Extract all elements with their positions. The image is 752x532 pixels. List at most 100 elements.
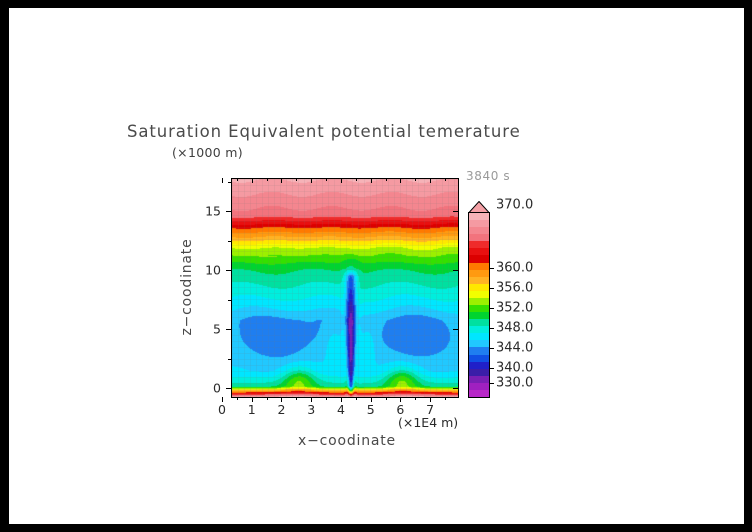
colorbar-tick: [490, 308, 494, 309]
x-axis-units: (×1E4 m): [398, 415, 459, 430]
y-axis-tick-right: [453, 329, 458, 331]
x-axis-tick: [430, 397, 432, 402]
x-axis-minor-tick-top: [296, 178, 298, 181]
colorbar-segment: [469, 382, 489, 391]
y-axis-tick: [226, 211, 231, 213]
y-axis-tick: [226, 388, 231, 389]
colorbar-segment: [469, 220, 489, 228]
colorbar-tick-label: 360.0: [496, 260, 534, 276]
timestamp-label: 3840 s: [466, 169, 511, 183]
colorbar-segment: [469, 368, 489, 377]
x-axis-minor-tick: [266, 397, 268, 400]
x-axis-minor-tick: [445, 397, 447, 400]
colorbar-segment: [469, 262, 489, 271]
x-axis-tick: [400, 397, 402, 402]
colorbar-tick-label: 356.0: [496, 280, 534, 296]
x-axis-tick-label: 0: [218, 402, 226, 417]
x-axis-tick: [222, 397, 223, 402]
colorbar-gradient: [468, 212, 490, 398]
colorbar-segment: [469, 361, 489, 370]
colorbar-segment: [469, 326, 489, 334]
colorbar-segment: [469, 227, 489, 235]
x-axis-minor-tick: [385, 397, 387, 400]
colorbar-segment: [469, 248, 489, 257]
figure-canvas: Saturation Equivalent potential temeratu…: [9, 8, 744, 524]
colorbar-segment: [469, 319, 489, 327]
colorbar-segment: [469, 354, 489, 363]
x-axis-tick-label: 4: [336, 402, 345, 417]
colorbar-tick-label: 344.0: [496, 340, 534, 356]
y-axis-title: z−coodinate: [179, 238, 195, 336]
colorbar: [468, 201, 490, 398]
colorbar-tick: [490, 383, 494, 384]
x-axis-minor-tick: [296, 397, 298, 400]
x-axis-minor-tick-top: [445, 178, 447, 181]
y-axis-tick: [226, 270, 231, 272]
y-axis-tick-label: 5: [213, 321, 221, 337]
x-axis-minor-tick: [415, 397, 417, 400]
x-axis-tick-top: [370, 178, 372, 183]
colorbar-segment: [469, 276, 489, 285]
x-axis-tick: [340, 397, 342, 402]
x-axis-tick: [281, 397, 283, 402]
figure-subtitle: (×1000 m): [172, 145, 243, 160]
x-axis-tick-label: 3: [307, 402, 316, 417]
y-axis-tick-label: 0: [213, 380, 221, 396]
y-axis-tick: [226, 329, 231, 331]
colorbar-tick: [490, 328, 494, 329]
contour-field-canvas: [232, 179, 458, 397]
x-axis-tick-label: 1: [247, 402, 256, 417]
colorbar-tick-label: 348.0: [496, 320, 534, 336]
colorbar-tick-label: 352.0: [496, 300, 534, 316]
colorbar-segment: [469, 312, 489, 320]
colorbar-tick: [490, 268, 494, 269]
contour-plot-area: [231, 178, 459, 398]
x-axis-tick-top: [222, 178, 223, 183]
y-axis-tick-label: 15: [205, 203, 221, 219]
colorbar-segment: [469, 297, 489, 306]
colorbar-segment: [469, 389, 489, 397]
colorbar-segment: [469, 234, 489, 242]
colorbar-segment: [469, 283, 489, 292]
x-axis-title: x−coodinate: [298, 433, 396, 449]
x-axis-tick-top: [251, 178, 253, 183]
x-axis-minor-tick-top: [385, 178, 387, 181]
colorbar-segment: [469, 347, 489, 356]
colorbar-segment: [469, 340, 489, 349]
colorbar-tick-label: 330.0: [496, 375, 534, 391]
x-axis-tick: [251, 397, 253, 402]
x-axis-minor-tick-top: [415, 178, 417, 181]
y-axis-tick-right: [453, 388, 458, 389]
x-axis-tick: [311, 397, 313, 402]
x-axis-tick-top: [281, 178, 283, 183]
x-axis-tick-top: [430, 178, 432, 183]
colorbar-tick-label: 340.0: [496, 360, 534, 376]
x-axis-minor-tick-top: [266, 178, 268, 181]
y-axis-minor-tick: [228, 181, 231, 183]
y-axis-tick-label: 10: [205, 262, 221, 278]
colorbar-tick: [490, 348, 494, 349]
colorbar-segment: [469, 241, 489, 249]
x-axis-minor-tick-top: [236, 178, 238, 181]
colorbar-segment: [469, 255, 489, 264]
x-axis-minor-tick-top: [355, 178, 357, 181]
x-axis-tick-top: [340, 178, 342, 183]
y-axis-tick-right: [453, 270, 458, 272]
x-axis-tick-top: [400, 178, 402, 183]
colorbar-tick: [490, 368, 494, 369]
colorbar-segment: [469, 269, 489, 278]
colorbar-segment: [469, 290, 489, 299]
y-axis-tick-right: [453, 211, 458, 213]
colorbar-segment: [469, 213, 489, 221]
colorbar-tick-label: 370.0: [496, 197, 534, 213]
x-axis-tick-label: 5: [366, 402, 375, 417]
colorbar-segment: [469, 333, 489, 341]
x-axis-tick: [370, 397, 372, 402]
x-axis-minor-tick: [236, 397, 238, 400]
x-axis-tick-label: 6: [396, 402, 405, 417]
page-title: Saturation Equivalent potential temeratu…: [127, 122, 521, 141]
colorbar-segment: [469, 375, 489, 384]
x-axis-tick-top: [311, 178, 313, 183]
y-axis-minor-tick: [228, 240, 231, 242]
